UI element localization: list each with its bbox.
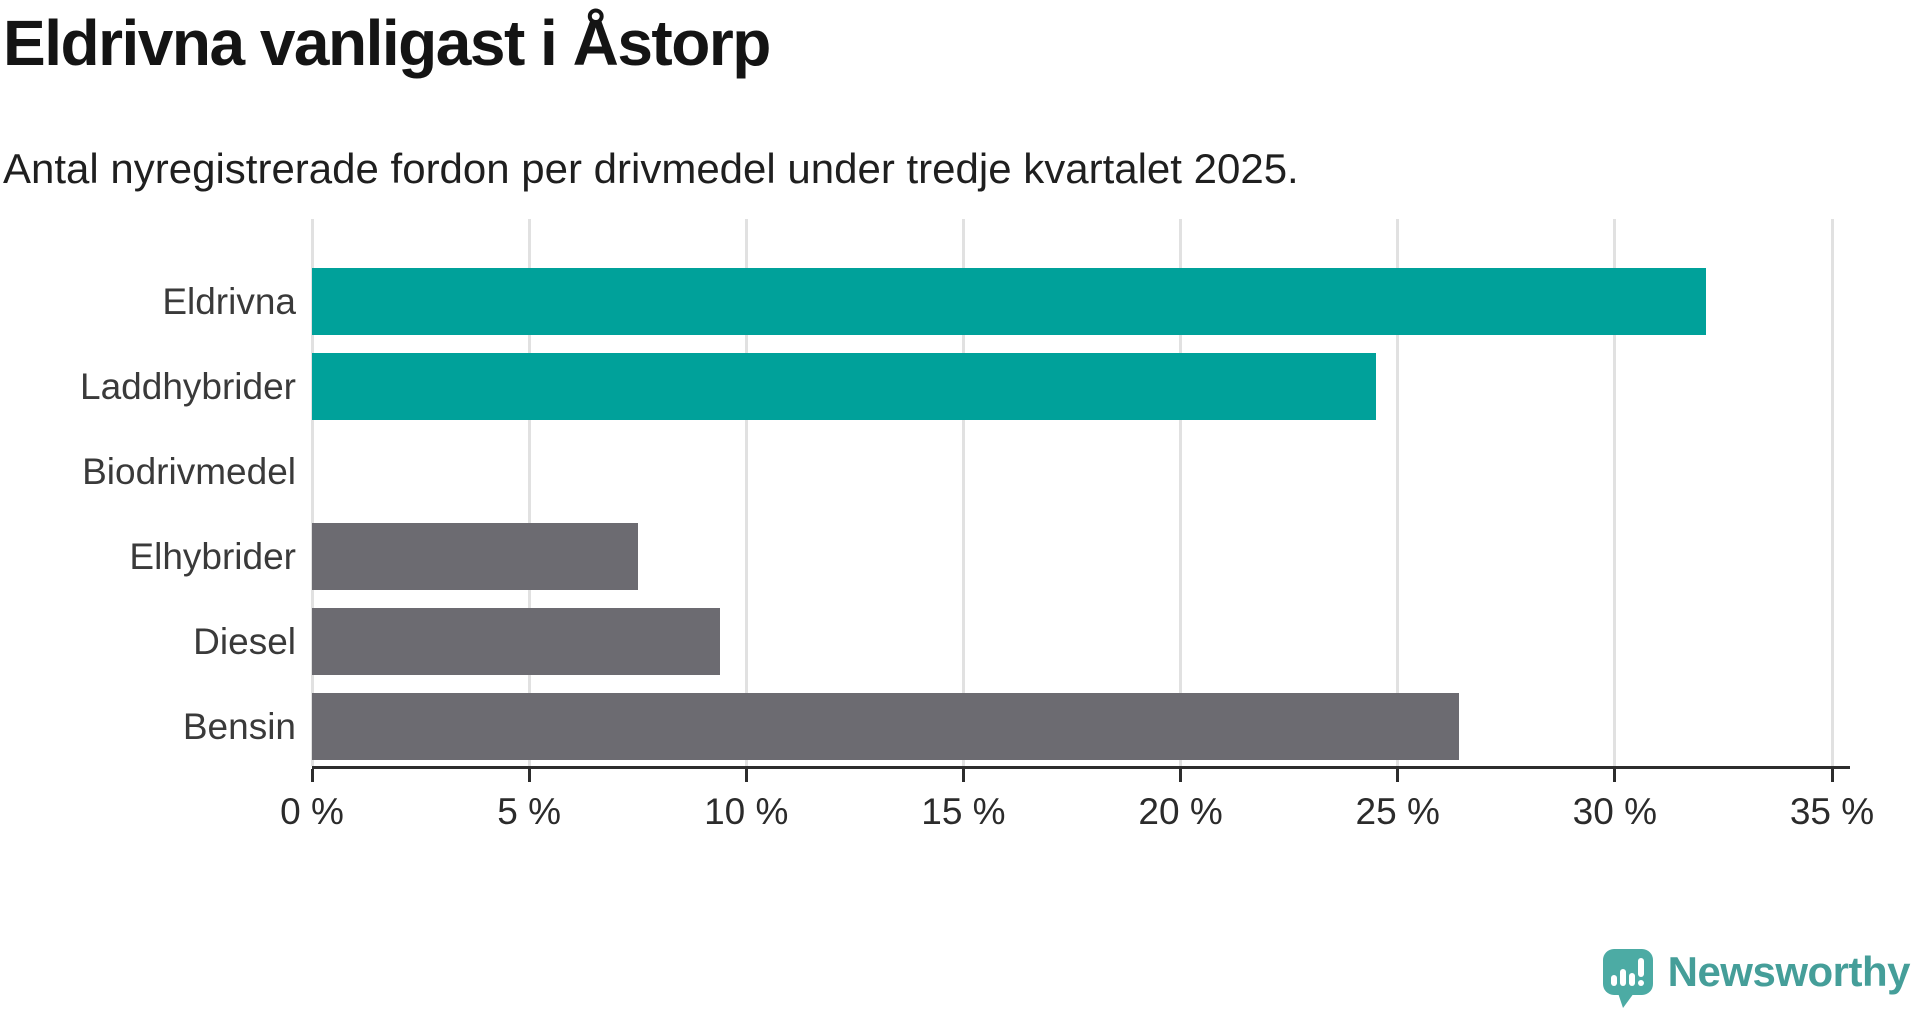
gridline xyxy=(1396,219,1400,766)
x-axis-tick xyxy=(744,769,748,782)
bar-row: Diesel xyxy=(0,599,1900,684)
x-axis-tick-label: 15 % xyxy=(921,791,1006,832)
x-axis-tick-label: 0 % xyxy=(280,791,344,832)
logo-bar-icon xyxy=(1611,975,1618,986)
x-axis-tick xyxy=(527,769,531,782)
x-axis-tick-label: 5 % xyxy=(497,791,562,832)
bar xyxy=(312,693,1459,760)
category-label: Eldrivna xyxy=(162,280,296,322)
category-label: Elhybrider xyxy=(129,535,296,577)
bar-row: Biodrivmedel xyxy=(0,429,1900,514)
category-label: Diesel xyxy=(193,620,296,662)
x-axis-tick-label: 35 % xyxy=(1789,791,1875,832)
bar xyxy=(312,608,721,675)
plot-area xyxy=(310,219,1850,766)
chart-subtitle: Antal nyregistrerade fordon per drivmede… xyxy=(3,145,1299,192)
bar-row: Bensin xyxy=(0,684,1900,769)
logo-bar-icon xyxy=(1620,969,1627,986)
x-axis-tick xyxy=(310,769,314,782)
gridline xyxy=(1613,219,1617,766)
x-axis-tick xyxy=(1830,769,1834,782)
brand-name: Newsworthy xyxy=(1667,948,1911,995)
newsworthy-speech-bubble-bar-chart-icon xyxy=(1602,949,1653,1008)
category-label: Bensin xyxy=(182,705,296,747)
bar-row: Elhybrider xyxy=(0,514,1900,599)
x-axis-tick xyxy=(1179,769,1183,782)
bar xyxy=(312,353,1376,420)
bar-row: Eldrivna xyxy=(0,259,1900,344)
gridline xyxy=(744,219,748,766)
bar-chart: Eldrivna Laddhybrider Biodrivmedel Elhybrid… xyxy=(0,219,1900,859)
gridline xyxy=(961,219,965,766)
x-axis-tick xyxy=(1613,769,1617,782)
speech-bubble-tail xyxy=(1617,993,1634,1008)
x-axis-tick xyxy=(1396,769,1400,782)
bar xyxy=(312,268,1707,335)
x-axis-tick-label: 20 % xyxy=(1138,791,1223,832)
bar-rows: Eldrivna Laddhybrider Biodrivmedel Elhybrid… xyxy=(0,259,1900,769)
x-axis-tick-label: 25 % xyxy=(1355,791,1440,832)
gridline xyxy=(1830,219,1834,766)
category-label: Laddhybrider xyxy=(80,365,296,407)
category-label: Biodrivmedel xyxy=(82,450,296,492)
logo-bar-icon xyxy=(1629,973,1636,986)
newsworthy-logo: Newsworthy xyxy=(1602,948,1911,1008)
x-axis-tick-label: 10 % xyxy=(704,791,789,832)
bar-row: Laddhybrider xyxy=(0,344,1900,429)
x-axis-tick-label: 30 % xyxy=(1572,791,1658,832)
gridline xyxy=(310,219,314,766)
x-axis-line xyxy=(312,766,1850,769)
bar xyxy=(312,523,638,590)
x-axis-tick xyxy=(961,769,965,782)
gridline xyxy=(1179,219,1183,766)
chart-title: Eldrivna vanligast i Åstorp xyxy=(3,7,771,79)
logo-exclamation-icon xyxy=(1638,958,1645,986)
gridline xyxy=(527,219,531,766)
